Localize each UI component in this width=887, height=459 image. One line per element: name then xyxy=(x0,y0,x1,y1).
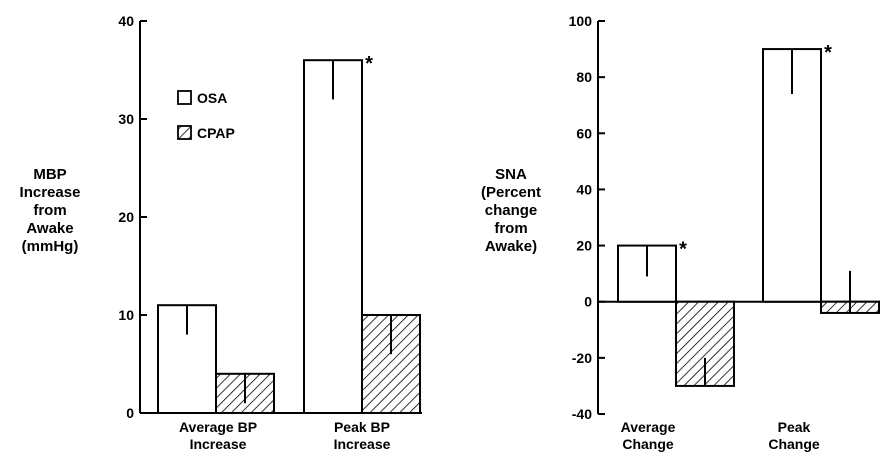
y-tick-label: 80 xyxy=(576,69,592,85)
category-label: Increase xyxy=(334,436,391,452)
left-y-axis-label: MBP Increase from Awake (mmHg) xyxy=(2,166,98,256)
right-y-label-line: Awake) xyxy=(484,238,538,255)
category-label: Peak xyxy=(778,419,811,435)
y-tick-label: 60 xyxy=(576,125,592,141)
right-y-label-line: change xyxy=(484,202,538,219)
significance-asterisk: * xyxy=(365,53,373,75)
left-y-label-line: Awake xyxy=(26,220,74,237)
left-y-label-line: from xyxy=(33,202,67,219)
osa-bar xyxy=(303,59,363,414)
category-label: Change xyxy=(622,436,674,452)
significance-asterisk: * xyxy=(824,42,832,64)
y-tick-label: 100 xyxy=(569,13,593,29)
y-tick-label: 20 xyxy=(576,238,592,254)
category-label: Peak BP xyxy=(334,419,390,435)
y-tick-label: -40 xyxy=(572,406,592,422)
legend-swatch-osa xyxy=(177,90,192,105)
y-tick-label: 40 xyxy=(576,181,592,197)
y-tick-label: 10 xyxy=(118,307,134,323)
y-tick-label: -20 xyxy=(572,350,592,366)
category-label: Average xyxy=(621,419,676,435)
right-y-label-line: (Percent xyxy=(480,184,542,201)
left-y-label-line: (mmHg) xyxy=(21,238,79,255)
right-y-axis-label: SNA (Percent change from Awake) xyxy=(466,166,556,256)
sna-change-chart: -40-20020406080100**AverageChangePeakCha… xyxy=(569,13,880,452)
significance-asterisk: * xyxy=(679,239,687,261)
category-label: Average BP xyxy=(179,419,257,435)
left-y-label-line: MBP xyxy=(33,166,67,183)
legend-label-osa: OSA xyxy=(197,90,227,106)
y-tick-label: 0 xyxy=(584,294,592,310)
y-tick-label: 40 xyxy=(118,13,134,29)
left-y-label-line: Increase xyxy=(19,184,81,201)
y-tick-label: 20 xyxy=(118,209,134,225)
legend-swatch-cpap xyxy=(177,125,192,140)
right-y-label-line: from xyxy=(494,220,528,237)
y-tick-label: 0 xyxy=(126,405,134,421)
category-label: Increase xyxy=(190,436,247,452)
y-tick-label: 30 xyxy=(118,111,134,127)
legend-label-cpap: CPAP xyxy=(197,125,235,141)
category-label: Change xyxy=(768,436,820,452)
right-y-label-line: SNA xyxy=(495,166,527,183)
